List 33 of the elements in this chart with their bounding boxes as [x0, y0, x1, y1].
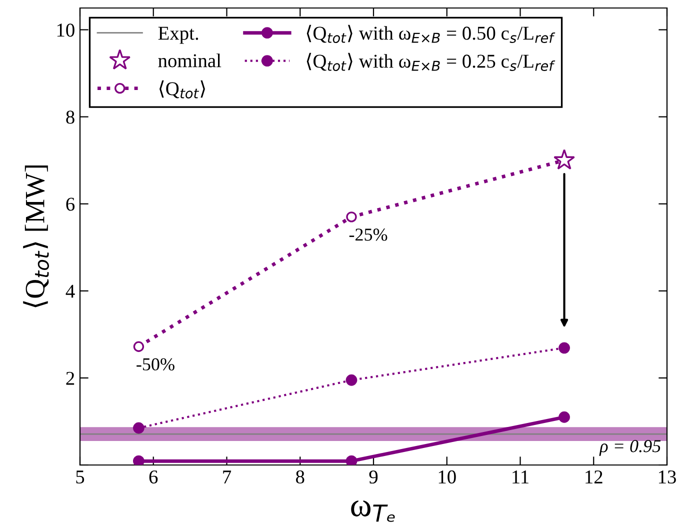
- legend-label: Expt.: [158, 26, 198, 44]
- point: [558, 342, 570, 354]
- y-tick-label: 4: [66, 284, 75, 298]
- point: [346, 455, 358, 465]
- x-tick-label: 6: [149, 470, 158, 484]
- point: [346, 212, 357, 222]
- legend-label: ⟨Q$_{tot}$⟩ with ω$_{E×B}$ = 0.25 c$_{s}$/L$_{ref}$: [306, 52, 556, 71]
- point: [133, 455, 144, 465]
- annotation: -25%: [349, 228, 388, 241]
- x-tick-label: 12: [586, 470, 602, 484]
- x-tick-label: 13: [658, 470, 676, 484]
- point: [133, 341, 144, 352]
- y-tick-label: 10: [57, 24, 74, 37]
- x-tick-label: 9: [369, 470, 378, 484]
- y-tick-label: 2: [66, 372, 74, 385]
- legend-label: ⟨Q$_{tot}$⟩ with ω$_{E×B}$ = 0.50 c$_{s}$/L$_{ref}$: [306, 24, 556, 43]
- y-tick-label: 8: [66, 110, 74, 124]
- x-tick-label: 8: [296, 470, 304, 484]
- point: [558, 411, 570, 423]
- annotation: -50%: [136, 358, 174, 370]
- point: [133, 422, 144, 434]
- y-axis-title: ⟨Q$_{tot}$⟩ [MW]: [23, 165, 50, 308]
- legend-label: nominal: [158, 54, 222, 68]
- x-tick-label: 7: [223, 470, 232, 484]
- x-axis-title: ω$_{Tₑ}$: [351, 500, 395, 522]
- point: [554, 149, 576, 170]
- legend-label: ⟨Q$_{tot}$⟩: [160, 80, 205, 98]
- x-tick-label: 5: [76, 470, 84, 484]
- y-tick-label: 6: [66, 198, 75, 211]
- x-tick-label: 10: [438, 470, 456, 484]
- x-tick-label: 11: [512, 470, 528, 484]
- annotation: ρ = 0.95: [599, 440, 661, 456]
- point: [346, 374, 358, 386]
